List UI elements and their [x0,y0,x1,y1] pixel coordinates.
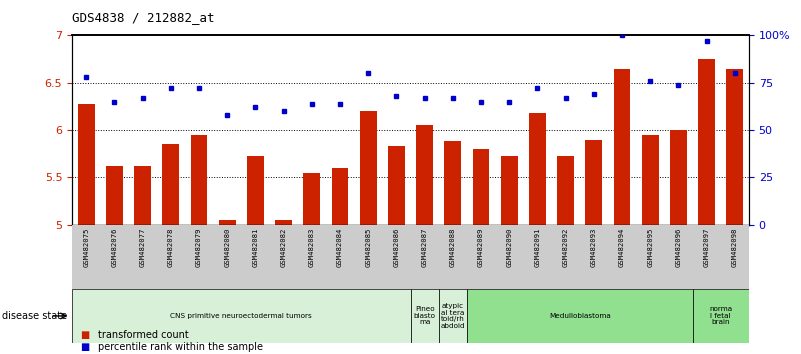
Text: disease state: disease state [2,311,67,321]
Text: ■: ■ [80,330,90,340]
Bar [445,142,461,225]
Text: transformed count: transformed count [98,330,188,340]
Text: GDS4838 / 212882_at: GDS4838 / 212882_at [72,11,215,24]
Text: GSM482076: GSM482076 [111,228,118,267]
Text: norma
l fetal
brain: norma l fetal brain [709,307,732,325]
Bar [642,135,658,225]
Text: percentile rank within the sample: percentile rank within the sample [98,342,263,352]
Text: GSM482094: GSM482094 [619,228,625,267]
Text: GSM482080: GSM482080 [224,228,230,267]
Bar [276,220,292,225]
Text: GSM482097: GSM482097 [703,228,710,267]
Text: Pineo
blasto
ma: Pineo blasto ma [413,307,436,325]
Bar [163,144,179,225]
Text: GSM482077: GSM482077 [139,228,146,267]
Text: GSM482093: GSM482093 [591,228,597,267]
Bar [219,220,235,225]
Bar [191,135,207,225]
Text: GSM482084: GSM482084 [337,228,343,267]
Text: GSM482091: GSM482091 [534,228,541,267]
Text: GSM482088: GSM482088 [450,228,456,267]
Text: GSM482078: GSM482078 [167,228,174,267]
Text: GSM482092: GSM482092 [562,228,569,267]
Text: Medulloblastoma: Medulloblastoma [549,313,610,319]
Text: GSM482096: GSM482096 [675,228,682,267]
Bar [388,146,405,225]
Text: GSM482083: GSM482083 [309,228,315,267]
Text: GSM482086: GSM482086 [393,228,400,267]
Text: GSM482089: GSM482089 [478,228,484,267]
Bar [614,69,630,225]
Text: ■: ■ [80,342,90,352]
Bar [417,125,433,225]
Bar [529,113,546,225]
Text: atypic
al tera
toid/rh
abdoid: atypic al tera toid/rh abdoid [441,303,465,329]
Bar [332,168,348,225]
Text: GSM482081: GSM482081 [252,228,259,267]
Bar [78,104,95,225]
Bar [467,289,693,343]
Text: GSM482079: GSM482079 [196,228,202,267]
Text: GSM482098: GSM482098 [732,228,738,267]
Bar [304,173,320,225]
Bar [134,166,151,225]
Bar [411,289,439,343]
Bar [247,156,264,225]
Bar [360,111,376,225]
Text: GSM482082: GSM482082 [280,228,287,267]
Bar [501,156,517,225]
Text: GSM482075: GSM482075 [83,228,89,267]
Text: GSM482087: GSM482087 [421,228,428,267]
Bar [473,149,489,225]
Bar [670,130,687,225]
Bar [727,69,743,225]
Text: GSM482090: GSM482090 [506,228,512,267]
Bar [106,166,123,225]
Bar [439,289,467,343]
Bar [72,289,411,343]
Bar [586,139,602,225]
Text: CNS primitive neuroectodermal tumors: CNS primitive neuroectodermal tumors [171,313,312,319]
Bar [557,156,574,225]
Text: GSM482085: GSM482085 [365,228,371,267]
Text: GSM482095: GSM482095 [647,228,654,267]
Bar [693,289,749,343]
Bar [698,59,715,225]
